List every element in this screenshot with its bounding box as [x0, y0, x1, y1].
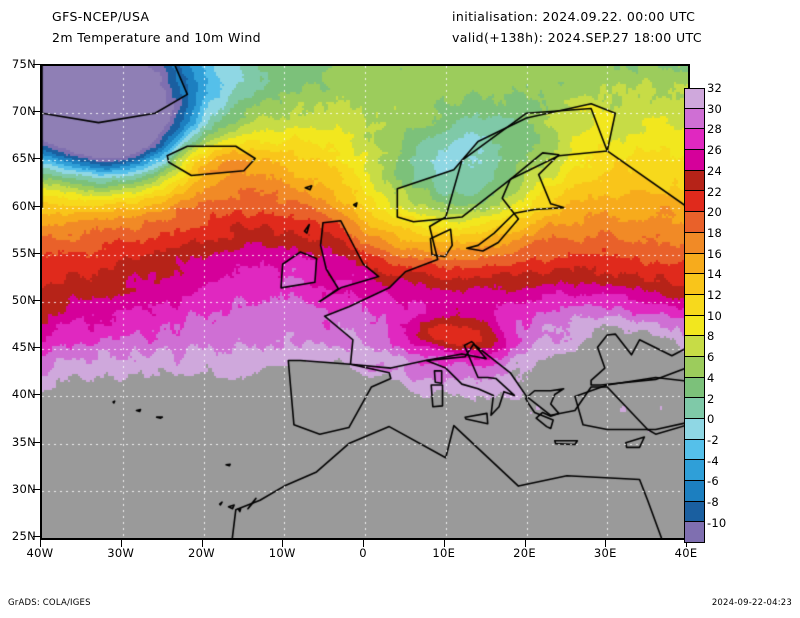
y-axis-tick — [33, 252, 40, 254]
x-axis-tick — [686, 540, 687, 547]
x-axis-tick — [282, 540, 284, 547]
y-axis-label: 75N — [11, 57, 36, 71]
colorbar-tick-label: -2 — [707, 432, 719, 447]
colorbar-band — [684, 356, 705, 378]
x-axis-label: 20E — [513, 546, 536, 560]
colorbar-band — [684, 398, 705, 419]
colorbar-tick-label: 0 — [707, 412, 715, 427]
colorbar-tick-label: 24 — [707, 163, 723, 178]
x-axis-label: 10E — [432, 546, 456, 560]
colorbar-tick-label: 6 — [707, 350, 715, 365]
y-axis-label: 45N — [11, 340, 36, 355]
colorbar-band — [684, 460, 705, 482]
colorbar-tick-label: -10 — [707, 515, 727, 530]
y-axis-label: 65N — [11, 151, 36, 166]
colorbar-tick-label: 20 — [707, 205, 723, 220]
x-axis-tick — [605, 540, 607, 547]
x-axis-tick — [201, 540, 203, 547]
colorbar-band — [684, 522, 705, 544]
y-axis-label: 70N — [11, 104, 36, 119]
x-axis-label: 30W — [107, 546, 135, 560]
y-axis-tick — [33, 205, 40, 207]
colorbar-band — [684, 150, 705, 171]
colorbar-tick-label: 32 — [707, 81, 723, 95]
y-axis-label: 60N — [11, 198, 36, 213]
map-plot-area — [40, 64, 690, 540]
x-axis-label: 0 — [359, 546, 367, 560]
colorbar-band — [684, 108, 705, 130]
colorbar-tick-label: 4 — [707, 370, 715, 385]
colorbar-band — [684, 170, 705, 192]
x-axis-tick — [120, 540, 122, 547]
x-axis-tick — [443, 540, 445, 547]
colorbar-band — [684, 481, 705, 502]
y-axis-label: 25N — [11, 529, 36, 543]
x-axis-label: 30E — [593, 546, 617, 560]
y-axis-label: 40N — [11, 387, 36, 402]
colorbar-tick-label: 12 — [707, 288, 723, 302]
colorbar-band — [684, 212, 705, 233]
y-axis-tick — [33, 158, 40, 160]
y-axis-tick — [33, 488, 40, 490]
colorbar-band — [684, 253, 705, 275]
footer-timestamp: 2024-09-22-04:23 — [711, 598, 792, 608]
y-axis-tick — [33, 111, 40, 113]
initialisation-label: initialisation: 2024.09.22. 00:00 UTC — [452, 9, 696, 24]
field-label: 2m Temperature and 10m Wind — [52, 30, 262, 45]
x-axis-tick — [524, 540, 526, 547]
colorbar-band — [684, 129, 705, 151]
colorbar-tick-label: 10 — [707, 308, 723, 323]
colorbar-band — [684, 191, 705, 213]
colorbar-tick-label: 18 — [707, 225, 723, 240]
temperature-field-canvas — [42, 66, 688, 538]
footer-credit: GrADS: COLA/IGES — [8, 598, 91, 608]
x-axis-tick — [40, 540, 41, 547]
y-axis-tick — [33, 536, 40, 537]
header-right: initialisation: 2024.09.22. 00:00 UTC va… — [452, 6, 702, 48]
header-left: GFS-NCEP/USA 2m Temperature and 10m Wind — [52, 6, 261, 48]
x-axis-label: 40W — [26, 546, 54, 560]
colorbar-tick-label: 16 — [707, 246, 723, 261]
y-axis-tick — [33, 300, 40, 301]
colorbar-tick-label: 14 — [707, 267, 723, 282]
valid-time-label: valid(+138h): 2024.SEP.27 18:00 UTC — [452, 30, 702, 45]
y-axis-tick — [33, 64, 40, 65]
colorbar-band — [684, 88, 705, 109]
colorbar-band — [684, 501, 705, 523]
y-axis-label: 55N — [11, 245, 36, 260]
x-axis-label: 10W — [268, 546, 296, 560]
colorbar-band — [684, 377, 705, 399]
y-axis-label: 50N — [11, 293, 36, 307]
colorbar-band — [684, 419, 705, 440]
y-axis-tick — [33, 441, 40, 443]
colorbar-tick-label: 26 — [707, 143, 723, 158]
model-label: GFS-NCEP/USA — [52, 9, 150, 24]
header: GFS-NCEP/USA 2m Temperature and 10m Wind… — [0, 0, 800, 58]
colorbar-tick-label: -4 — [707, 453, 719, 468]
x-axis-tick — [363, 540, 364, 547]
colorbar-band — [684, 315, 705, 337]
x-axis-label: 40E — [674, 546, 698, 560]
colorbar-tick-label: -6 — [707, 474, 719, 489]
colorbar-band — [684, 232, 705, 254]
y-axis-label: 35N — [11, 434, 36, 449]
colorbar-tick-label: 30 — [707, 101, 723, 116]
colorbar-band — [684, 439, 705, 461]
colorbar-tick-label: -8 — [707, 495, 719, 509]
colorbar-band — [684, 336, 705, 357]
y-axis-tick — [33, 394, 40, 396]
y-axis-label: 30N — [11, 481, 36, 496]
colorbar-band — [684, 274, 705, 295]
colorbar-tick-label: 2 — [707, 391, 715, 406]
x-axis-label: 20W — [188, 546, 215, 560]
colorbar-tick-label: 28 — [707, 122, 723, 137]
y-axis-tick — [33, 347, 40, 349]
colorbar-band — [684, 294, 705, 316]
colorbar-tick-label: 22 — [707, 184, 723, 199]
colorbar-tick-label: 8 — [707, 329, 715, 344]
colorbar — [684, 88, 705, 544]
